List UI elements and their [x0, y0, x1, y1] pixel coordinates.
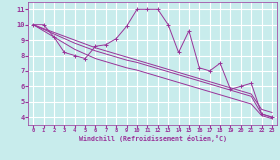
X-axis label: Windchill (Refroidissement éolien,°C): Windchill (Refroidissement éolien,°C)	[79, 135, 227, 142]
